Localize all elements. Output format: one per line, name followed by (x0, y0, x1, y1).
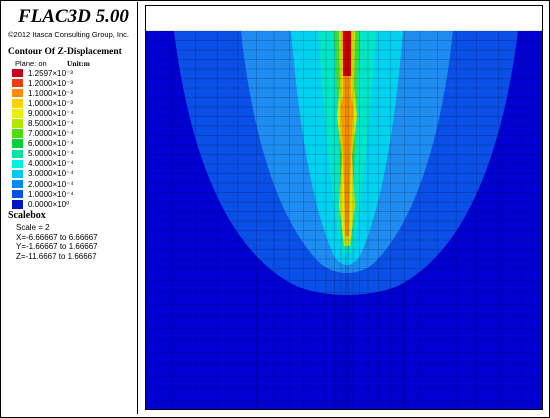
contour-level-item: 7.0000×10⁻⁴ (12, 129, 74, 139)
contour-level-swatch (12, 149, 23, 159)
contour-zone-orange (341, 31, 353, 236)
contour-level-item: 2.0000×10⁻⁴ (12, 179, 74, 189)
contour-level-item: 3.0000×10⁻⁴ (12, 169, 74, 179)
scalebox-x-range: X=-6.66667 to 6.66667 (16, 232, 98, 242)
contour-level-label: 1.1000×10⁻³ (28, 88, 73, 98)
contour-level-swatch (12, 109, 23, 118)
unit-label: Unit:m (67, 59, 90, 68)
contour-plot[interactable] (145, 5, 543, 410)
contour-level-label: 1.0000×10⁻³ (28, 98, 73, 108)
contour-level-swatch (12, 88, 23, 98)
contour-level-swatch (12, 169, 23, 179)
contour-level-item: 0.0000×10⁰ (12, 199, 74, 209)
contour-plot-canvas (146, 30, 542, 409)
scalebox-scale: Scale = 2 (16, 223, 50, 232)
contour-level-label: 0.0000×10⁰ (28, 199, 70, 209)
contour-level-item: 1.1000×10⁻³ (12, 88, 74, 98)
contour-level-swatch (12, 78, 23, 88)
contour-level-item: 1.2000×10⁻³ (12, 78, 74, 88)
contour-level-label: 6.0000×10⁻⁴ (28, 139, 74, 149)
contour-level-swatch (12, 179, 23, 189)
contour-level-item: 1.0000×10⁻⁴ (12, 189, 74, 199)
contour-level-swatch (12, 159, 23, 169)
contour-level-label: 8.5000×10⁻⁴ (28, 119, 74, 129)
contour-level-item: 8.5000×10⁻⁴ (12, 118, 74, 128)
scalebox-info: Scale = 2 X=-6.66667 to 6.66667 Y=-1.666… (16, 223, 98, 261)
contour-level-item: 1.0000×10⁻³ (12, 98, 74, 108)
contour-level-swatch (12, 119, 23, 128)
contour-level-label: 1.2597×10⁻³ (28, 68, 73, 78)
contour-level-label: 4.0000×10⁻⁴ (28, 159, 74, 169)
contour-level-label: 7.0000×10⁻⁴ (28, 129, 74, 139)
contour-level-swatch (12, 139, 23, 148)
contour-level-swatch (12, 200, 23, 209)
contour-level-label: 5.0000×10⁻⁴ (28, 149, 74, 159)
contour-level-label: 1.0000×10⁻⁴ (28, 189, 74, 199)
contour-level-item: 1.2597×10⁻³ (12, 68, 74, 78)
contour-level-item: 9.0000×10⁻⁴ (12, 108, 74, 118)
plane-info: Plane: on Unit:m (15, 59, 90, 68)
copyright-text: ©2012 Itasca Consulting Group, Inc. (8, 30, 130, 39)
plane-status: Plane: on (15, 59, 47, 68)
contour-level-label: 1.2000×10⁻³ (28, 78, 73, 88)
contour-heading: Contour Of Z-Displacement (8, 47, 122, 57)
contour-level-label: 9.0000×10⁻⁴ (28, 108, 74, 118)
contour-level-swatch (12, 189, 23, 199)
contour-zone-red (343, 31, 351, 76)
scalebox-y-range: Y=-1.66667 to 1.66667 (16, 242, 98, 252)
contour-level-label: 3.0000×10⁻⁴ (28, 169, 74, 179)
contour-level-item: 5.0000×10⁻⁴ (12, 149, 74, 159)
scalebox-z-range: Z=-11.6667 to 1.66667 (16, 251, 97, 261)
contour-level-label: 2.0000×10⁻⁴ (28, 179, 74, 189)
contour-level-swatch (12, 68, 23, 78)
model-mesh (146, 30, 542, 409)
contour-level-swatch (12, 129, 23, 138)
contour-scale: 1.2597×10⁻³ 1.2000×10⁻³ 1.1000×10⁻³ 1.0000×… (12, 68, 74, 209)
contour-level-swatch (12, 99, 23, 108)
contour-level-item: 4.0000×10⁻⁴ (12, 159, 74, 169)
contour-level-item: 6.0000×10⁻⁴ (12, 139, 74, 149)
scalebox-heading: Scalebox (8, 210, 46, 221)
legend-panel: FLAC3D 5.00 ©2012 Itasca Consulting Grou… (2, 2, 138, 414)
app-title: FLAC3D 5.00 (18, 6, 129, 27)
